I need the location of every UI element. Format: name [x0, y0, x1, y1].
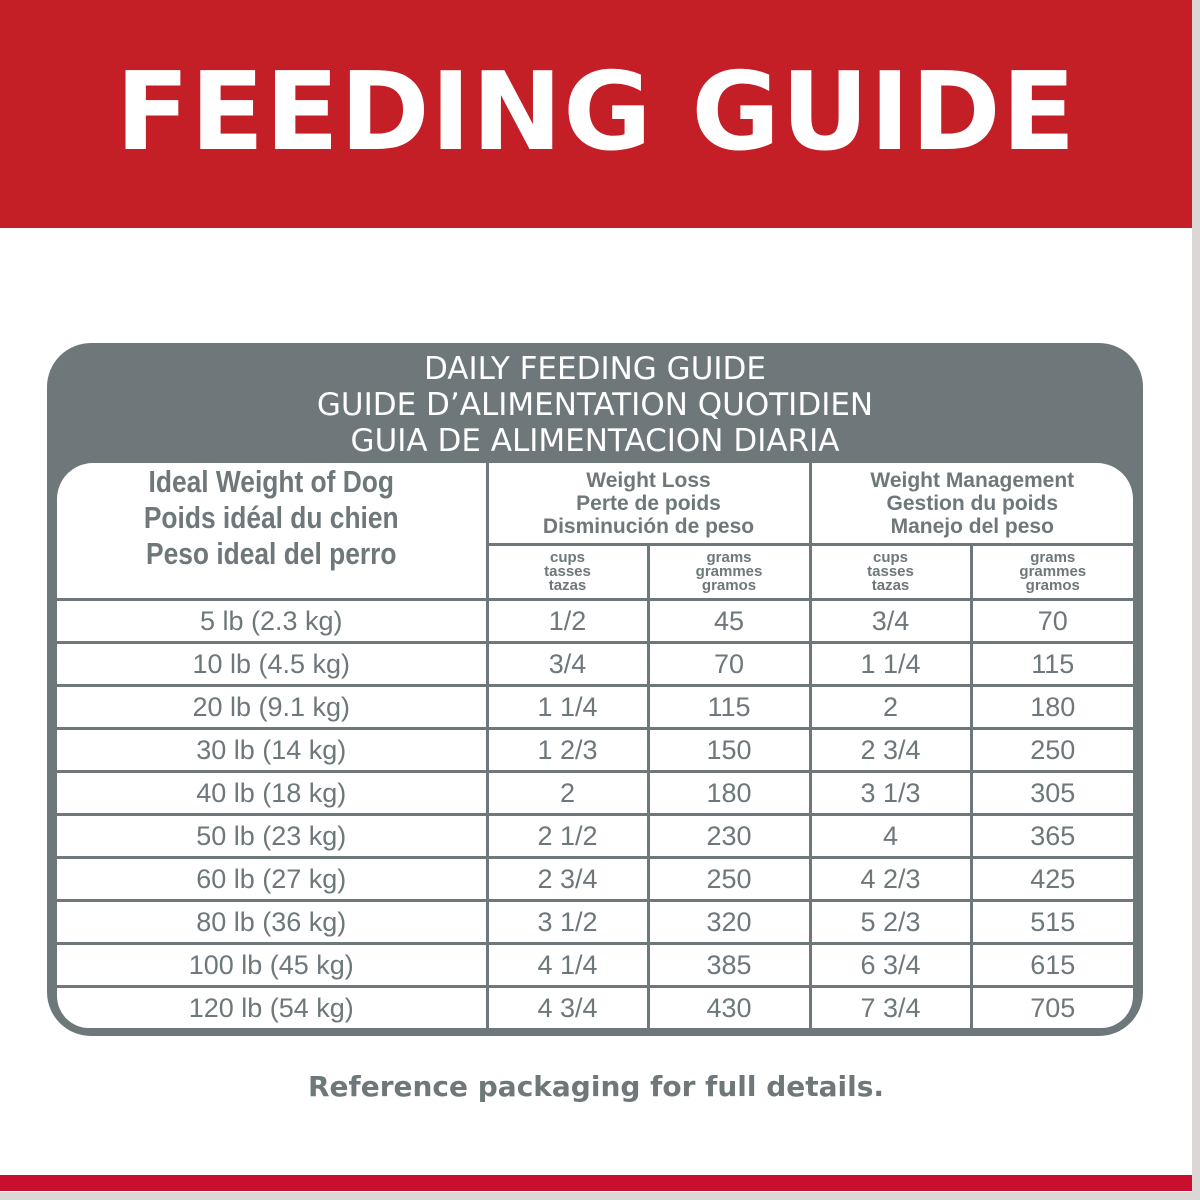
unit-label: grammes	[695, 563, 763, 580]
page-title: FEEDING GUIDE	[115, 50, 1077, 175]
group-label: Disminución de peso	[542, 514, 755, 538]
table-row: 30 lb (14 kg) 1 2/3 150 2 3/4 250	[57, 727, 1133, 773]
loss-grams-cell: 150	[646, 727, 812, 773]
mgmt-grams-cell: 515	[969, 899, 1133, 945]
header-en: Ideal Weight of Dog	[148, 463, 394, 499]
table-row: 5 lb (2.3 kg) 1/2 45 3/4 70	[57, 598, 1133, 644]
loss-grams-cell: 250	[646, 856, 812, 902]
loss-cups-cell: 3 1/2	[485, 899, 650, 945]
mgmt-grams-cell: 305	[969, 770, 1133, 816]
table-row: 20 lb (9.1 kg) 1 1/4 115 2 180	[57, 684, 1133, 730]
weight-cell: 20 lb (9.1 kg)	[57, 684, 489, 730]
grams-unit-header: grams grammes gramos	[646, 543, 812, 601]
weight-cell: 50 lb (23 kg)	[57, 813, 489, 859]
card-title: DAILY FEEDING GUIDE GUIDE D’ALIMENTATION…	[47, 351, 1143, 459]
weight-loss-header: Weight Loss Perte de poids Disminución d…	[485, 463, 812, 546]
loss-grams-cell: 385	[646, 942, 812, 988]
loss-grams-cell: 70	[646, 641, 812, 687]
mgmt-grams-cell: 115	[969, 641, 1133, 687]
mgmt-grams-cell: 615	[969, 942, 1133, 988]
loss-grams-cell: 180	[646, 770, 812, 816]
weight-cell: 60 lb (27 kg)	[57, 856, 489, 902]
unit-label: cups	[873, 549, 909, 566]
mgmt-grams-cell: 365	[969, 813, 1133, 859]
footer-note: Reference packaging for full details.	[307, 1070, 885, 1103]
header-banner: FEEDING GUIDE	[0, 0, 1192, 228]
mgmt-cups-cell: 4	[808, 813, 973, 859]
table-row: 100 lb (45 kg) 4 1/4 385 6 3/4 615	[57, 942, 1133, 988]
table-row: 60 lb (27 kg) 2 3/4 250 4 2/3 425	[57, 856, 1133, 902]
mgmt-grams-cell: 250	[969, 727, 1133, 773]
loss-cups-cell: 2	[485, 770, 650, 816]
weight-cell: 120 lb (54 kg)	[57, 985, 489, 1028]
loss-cups-cell: 2 1/2	[485, 813, 650, 859]
table-row: 120 lb (54 kg) 4 3/4 430 7 3/4 705	[57, 985, 1133, 1028]
weight-cell: 100 lb (45 kg)	[57, 942, 489, 988]
unit-label: tazas	[548, 577, 587, 594]
weight-column-header: Ideal Weight of Dog Poids idéal du chien…	[57, 463, 489, 601]
unit-label: tasses	[867, 563, 914, 580]
mgmt-grams-cell: 425	[969, 856, 1133, 902]
feeding-table: Ideal Weight of Dog Poids idéal du chien…	[57, 463, 1133, 1028]
card-title-es: GUIA DE ALIMENTACION DIARIA	[350, 423, 840, 459]
group-label: Manejo del peso	[890, 514, 1054, 538]
unit-label: gramos	[1025, 577, 1080, 594]
card-title-en: DAILY FEEDING GUIDE	[423, 351, 766, 387]
loss-grams-cell: 430	[646, 985, 812, 1028]
weight-cell: 30 lb (14 kg)	[57, 727, 489, 773]
mgmt-grams-cell: 180	[969, 684, 1133, 730]
loss-grams-cell: 45	[646, 598, 812, 644]
cups-unit-header: cups tasses tazas	[487, 543, 650, 601]
weight-cell: 10 lb (4.5 kg)	[57, 641, 489, 687]
mgmt-cups-cell: 1 1/4	[808, 641, 973, 687]
unit-label: gramos	[701, 577, 757, 594]
unit-label: cups	[549, 549, 585, 566]
mgmt-grams-cell: 705	[969, 985, 1133, 1028]
group-label: Weight Management	[870, 468, 1075, 492]
weight-cell: 40 lb (18 kg)	[57, 770, 489, 816]
mgmt-cups-cell: 3 1/3	[808, 770, 973, 816]
unit-label: grams	[1030, 549, 1076, 566]
mgmt-cups-cell: 3/4	[808, 598, 973, 644]
weight-cell: 5 lb (2.3 kg)	[57, 598, 489, 644]
mgmt-cups-cell: 7 3/4	[808, 985, 973, 1028]
unit-label: tasses	[544, 563, 591, 580]
bottom-red-bar	[0, 1175, 1192, 1191]
mgmt-cups-cell: 5 2/3	[808, 899, 973, 945]
mgmt-grams-cell: 70	[969, 598, 1133, 644]
unit-label: grammes	[1019, 563, 1087, 580]
feeding-guide-card: DAILY FEEDING GUIDE GUIDE D’ALIMENTATION…	[47, 343, 1143, 1036]
loss-cups-cell: 4 1/4	[485, 942, 650, 988]
mgmt-cups-cell: 2 3/4	[808, 727, 973, 773]
cups-unit-header: cups tasses tazas	[808, 543, 973, 601]
mgmt-cups-cell: 4 2/3	[808, 856, 973, 902]
loss-grams-cell: 115	[646, 684, 812, 730]
table-row: 50 lb (23 kg) 2 1/2 230 4 365	[57, 813, 1133, 859]
header-es: Peso ideal del perro	[146, 535, 397, 571]
table-row: 40 lb (18 kg) 2 180 3 1/3 305	[57, 770, 1133, 816]
header-fr: Poids idéal du chien	[143, 499, 399, 535]
weight-cell: 80 lb (36 kg)	[57, 899, 489, 945]
mgmt-cups-cell: 6 3/4	[808, 942, 973, 988]
weight-management-header: Weight Management Gestion du poids Manej…	[808, 463, 1133, 546]
mgmt-cups-cell: 2	[808, 684, 973, 730]
grams-unit-header: grams grammes gramos	[969, 543, 1133, 601]
loss-cups-cell: 1 2/3	[485, 727, 650, 773]
table-row: 80 lb (36 kg) 3 1/2 320 5 2/3 515	[57, 899, 1133, 945]
group-label: Gestion du poids	[886, 491, 1059, 515]
table-row: 10 lb (4.5 kg) 3/4 70 1 1/4 115	[57, 641, 1133, 687]
unit-label: tazas	[871, 577, 910, 594]
group-label: Perte de poids	[576, 491, 721, 515]
unit-label: grams	[706, 549, 752, 566]
group-label: Weight Loss	[586, 468, 711, 492]
loss-cups-cell: 1/2	[485, 598, 650, 644]
loss-cups-cell: 2 3/4	[485, 856, 650, 902]
loss-grams-cell: 320	[646, 899, 812, 945]
loss-cups-cell: 3/4	[485, 641, 650, 687]
loss-grams-cell: 230	[646, 813, 812, 859]
loss-cups-cell: 4 3/4	[485, 985, 650, 1028]
card-title-fr: GUIDE D’ALIMENTATION QUOTIDIEN	[316, 387, 874, 423]
loss-cups-cell: 1 1/4	[485, 684, 650, 730]
